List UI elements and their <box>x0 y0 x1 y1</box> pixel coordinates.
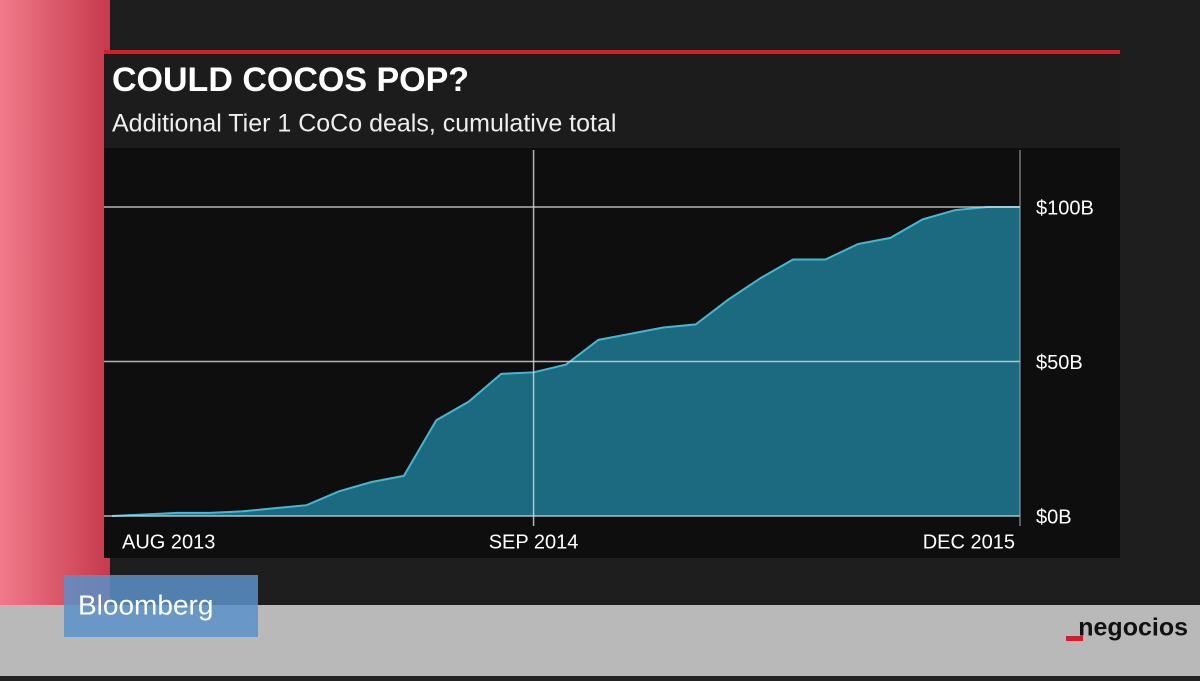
x-tick-label: SEP 2014 <box>489 531 579 553</box>
watermark-accent <box>1066 636 1083 641</box>
brand-logo: Bloomberg <box>78 589 213 620</box>
x-tick-label: DEC 2015 <box>923 531 1015 553</box>
y-tick-label: $100B <box>1036 197 1094 219</box>
red-rule <box>104 50 1120 54</box>
chart-subtitle: Additional Tier 1 CoCo deals, cumulative… <box>112 110 616 138</box>
x-tick-label: AUG 2013 <box>122 531 215 553</box>
y-tick-label: $0B <box>1036 506 1072 528</box>
title-panel <box>104 52 1120 148</box>
left-backdrop <box>0 0 110 676</box>
chart-title: COULD COCOS POP? <box>112 61 469 99</box>
area-line <box>111 206 1020 517</box>
y-tick-label: $50B <box>1036 352 1083 374</box>
logo-box <box>64 575 258 637</box>
area <box>112 207 1020 516</box>
watermark: negocios <box>1078 614 1188 642</box>
